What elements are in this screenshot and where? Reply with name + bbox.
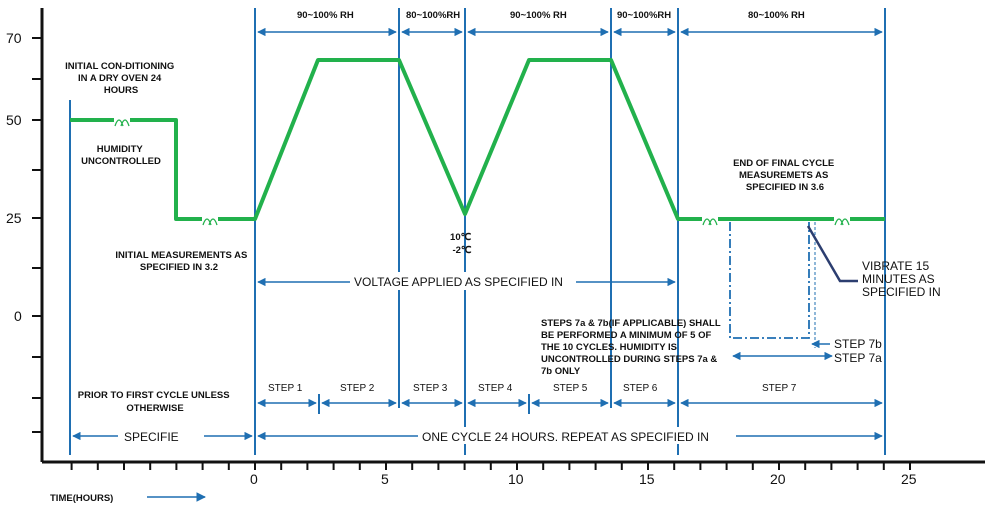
step-1-label: STEP 1 [268,383,303,394]
rh-label-4: 90~100%RH [617,10,671,21]
step-6-label: STEP 6 [623,383,658,394]
x-tick-label-20: 20 [770,471,786,487]
one-cycle-label: ONE CYCLE 24 HOURS. REPEAT AS SPECIFIED … [422,430,709,444]
step-7-label: STEP 7 [762,383,797,394]
humidity-uncontrolled-note: HUMIDITY UNCONTROLLED [81,144,161,167]
y-tick-label-70: 70 [6,30,22,46]
initial-conditioning-note: INITIAL CON-DITIONING IN A DRY OVEN 24 H… [65,61,177,96]
step-4-label: STEP 4 [478,383,513,394]
rh-label-5: 80~100% RH [748,10,805,21]
x-tick-label-0: 0 [250,471,258,487]
x-ticks [70,462,911,470]
x-tick-label-5: 5 [381,471,389,487]
step-7b-label: STEP 7b [834,337,882,351]
axis-break-markers [114,114,850,226]
y-ticks [32,37,42,433]
x-tick-label-15: 15 [639,471,655,487]
rh-label-1: 90~100% RH [297,10,354,21]
initial-measurements-note: INITIAL MEASUREMENTS AS SPECIFIED IN 3.2 [115,250,250,273]
prior-to-first-cycle-note: PRIOR TO FIRST CYCLE UNLESS OTHERWISE [78,390,232,414]
vibrate-note: VIBRATE 15 MINUTES AS SPECIFIED IN [862,259,941,299]
vibrate-leader-line [806,225,858,283]
step-tick-marks [318,394,530,414]
y-tick-label-0: 0 [14,308,22,324]
step-3-label: STEP 3 [413,383,448,394]
time-axis-label: TIME(HOURS) [50,493,113,504]
rh-label-3: 90~100% RH [510,10,567,21]
rh-label-2: 80~100%RH [406,10,460,21]
low-temperature-note: 10℃ -2℃ [450,232,474,256]
voltage-applied-label: VOLTAGE APPLIED AS SPECIFIED IN [354,275,563,289]
step-2-label: STEP 2 [340,383,375,394]
x-tick-label-10: 10 [508,471,524,487]
y-tick-label-50: 50 [6,112,22,128]
y-tick-label-25: 25 [6,210,22,226]
step-5-label: STEP 5 [553,383,588,394]
steps-7a-7b-note: STEPS 7a & 7b(IF APPLICABLE) SHALL BE PE… [541,318,723,377]
steps-7a-7b-dashed-outline [729,222,810,339]
temperature-profile-line [70,58,885,221]
phase-boundary-lines [69,8,886,455]
x-tick-label-25: 25 [901,471,917,487]
step-7a-label: STEP 7a [834,351,882,365]
specifie-label: SPECIFIE [124,430,179,444]
end-of-final-cycle-note: END OF FINAL CYCLE MEASUREMETS AS SPECIF… [733,158,837,193]
